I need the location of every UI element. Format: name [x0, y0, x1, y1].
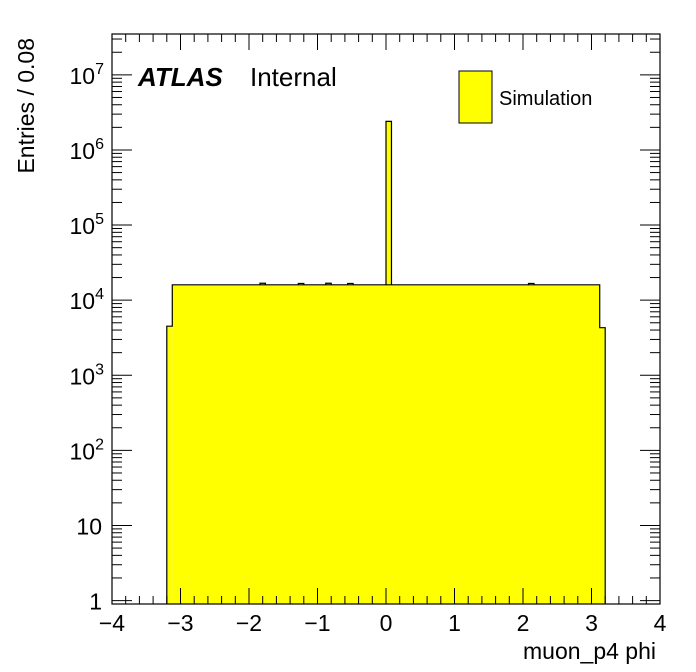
x-tick-label: 3: [585, 610, 598, 636]
x-tick-label: 2: [517, 610, 530, 636]
histogram-bin: [325, 283, 332, 604]
y-tick-label: 10: [76, 513, 102, 539]
histogram-bin: [259, 283, 266, 604]
legend-label: Simulation: [499, 88, 592, 110]
x-tick-label: 1: [448, 610, 461, 636]
histogram-bin: [347, 283, 354, 604]
x-tick-label: −3: [167, 610, 193, 636]
atlas-label: ATLAS: [137, 62, 223, 92]
y-tick-label: 107: [70, 61, 105, 89]
histogram-bin: [599, 327, 606, 604]
y-axis-ticks: [112, 38, 660, 602]
y-tick-label: 106: [70, 136, 105, 164]
y-axis-title: Entries / 0.08: [13, 38, 39, 174]
histogram-peak-outline: [297, 282, 305, 285]
histogram-bin: [528, 283, 534, 604]
histogram-fill-layer: [166, 120, 606, 604]
x-axis-ticks: [111, 34, 661, 604]
histogram-peak-outline: [325, 282, 332, 285]
histogram-bin: [386, 121, 392, 604]
y-tick-label: 1: [89, 589, 102, 615]
x-tick-label: 4: [654, 610, 667, 636]
histogram-peak-outline: [527, 282, 535, 285]
x-axis-title: muon_p4 phi: [523, 638, 656, 664]
x-axis-tick-labels: −4 −3 −2 −1 0 1 2 3 4: [99, 610, 667, 636]
histogram-bin: [298, 283, 304, 604]
y-tick-label: 102: [70, 436, 105, 464]
y-axis-tick-labels: 1 10 102 103 104 105 106 107: [70, 61, 105, 615]
x-tick-label: −2: [236, 610, 262, 636]
histogram-peak-outline: [385, 120, 393, 285]
histogram-peak-outline: [259, 282, 267, 285]
y-tick-label: 104: [70, 286, 105, 314]
histogram-peak-outline: [347, 282, 354, 285]
y-tick-label: 103: [70, 361, 105, 389]
histogram-bin: [166, 326, 173, 604]
y-tick-label: 105: [70, 211, 105, 239]
x-tick-label: −4: [99, 610, 125, 636]
x-tick-label: 0: [380, 610, 393, 636]
x-tick-label: −1: [304, 610, 330, 636]
internal-label: Internal: [250, 62, 337, 92]
histogram-outline: [166, 284, 606, 604]
legend-swatch: [458, 70, 493, 124]
